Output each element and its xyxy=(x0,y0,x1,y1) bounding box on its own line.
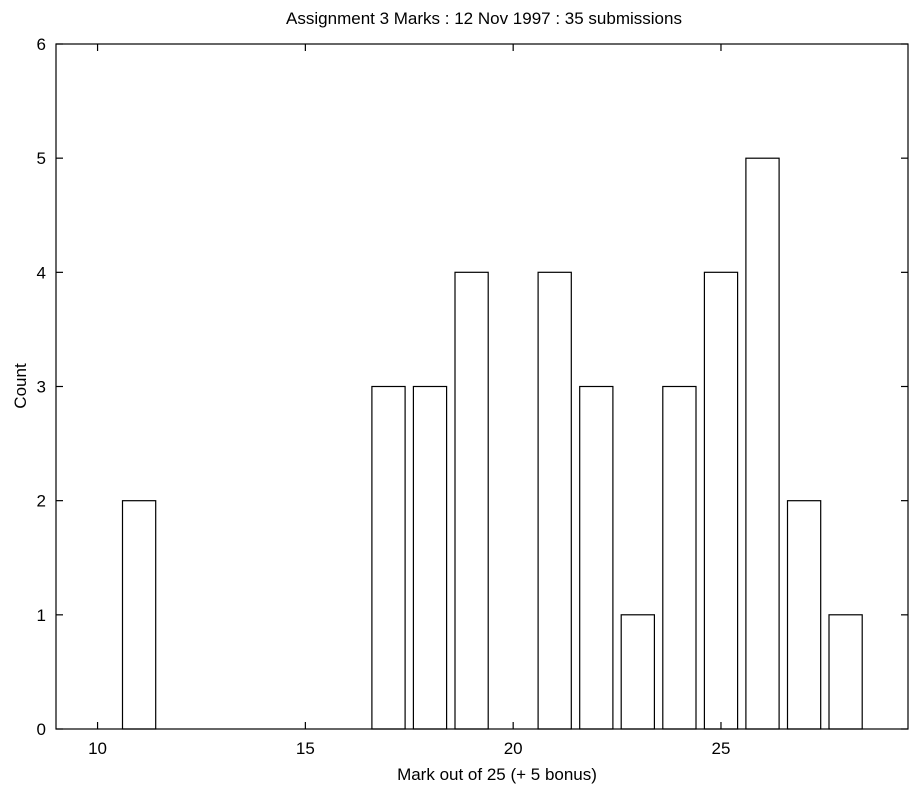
bar-mark-11 xyxy=(121,500,157,730)
bar-mark-27 xyxy=(786,500,822,730)
x-tick-label-20: 20 xyxy=(504,739,523,758)
bar-mark-19 xyxy=(454,271,489,730)
y-tick-label-0: 0 xyxy=(37,720,46,739)
x-axis-ticks: 10 15 20 25 xyxy=(88,44,730,758)
y-tick-label-3: 3 xyxy=(37,378,46,397)
bar-mark-22 xyxy=(579,385,614,730)
bar-mark-21 xyxy=(537,271,572,730)
x-tick-label-10: 10 xyxy=(88,739,107,758)
x-tick-label-25: 25 xyxy=(712,739,731,758)
y-tick-label-2: 2 xyxy=(37,492,46,511)
bar-mark-17 xyxy=(371,385,406,730)
y-tick-label-6: 6 xyxy=(37,35,46,54)
bar-mark-23 xyxy=(620,614,656,730)
bar-mark-25 xyxy=(703,271,739,730)
chart-title: Assignment 3 Marks : 12 Nov 1997 : 35 su… xyxy=(286,9,682,28)
bar-mark-26 xyxy=(745,157,780,730)
y-tick-label-1: 1 xyxy=(37,606,46,625)
y-tick-label-4: 4 xyxy=(37,263,46,282)
bar-mark-18 xyxy=(412,385,448,730)
bar-mark-28 xyxy=(828,614,863,730)
y-axis-ticks: 0 1 2 3 4 5 6 xyxy=(37,35,908,739)
x-axis-label: Mark out of 25 (+ 5 bonus) xyxy=(397,765,597,784)
y-axis-label: Count xyxy=(11,363,30,409)
bar-mark-24 xyxy=(662,385,697,730)
y-tick-label-5: 5 xyxy=(37,149,46,168)
x-tick-label-15: 15 xyxy=(296,739,315,758)
bars-group xyxy=(121,157,863,730)
